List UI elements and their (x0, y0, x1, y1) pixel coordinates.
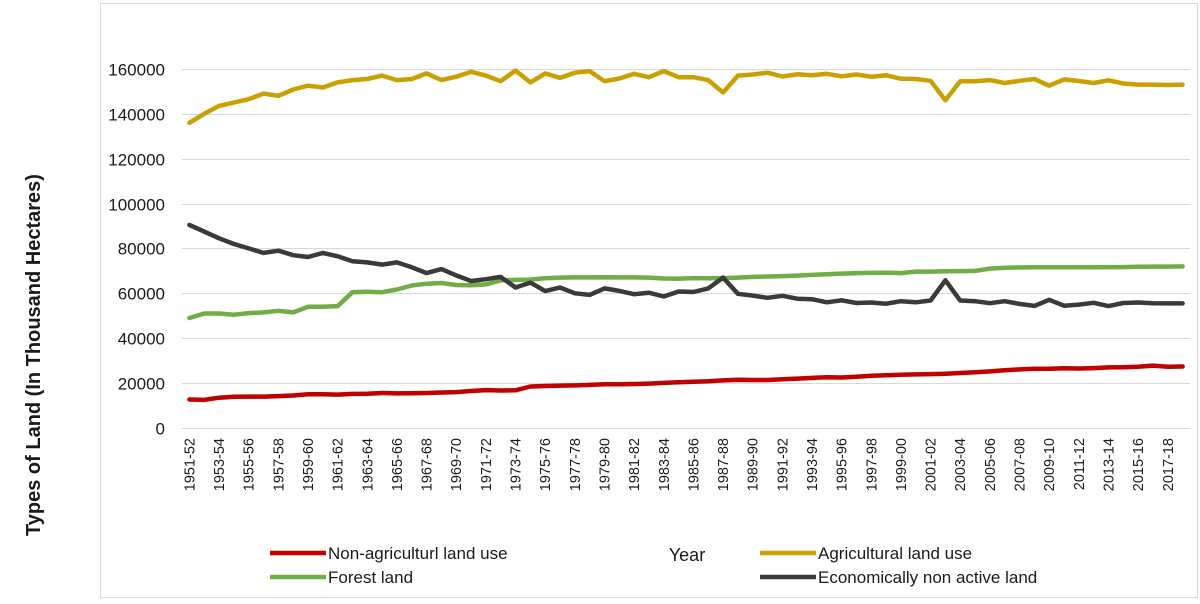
y-tick-label: 120000 (108, 151, 165, 170)
x-tick-label: 1969-70 (449, 438, 465, 491)
legend-label: Non-agriculturl land use (328, 544, 508, 563)
x-tick-label: 2003-04 (953, 438, 969, 491)
x-tick-label: 1971-72 (479, 438, 495, 491)
x-tick-label: 1987-88 (716, 438, 732, 491)
x-tick-label: 1951-52 (182, 438, 198, 491)
x-tick-label: 1965-66 (390, 438, 406, 491)
series-lines (187, 68, 1185, 403)
x-tick-label: 1983-84 (657, 438, 673, 491)
x-tick-label: 2015-16 (1131, 438, 1147, 491)
x-tick-label: 1977-78 (568, 438, 584, 491)
x-tick-label: 1959-60 (301, 438, 317, 491)
x-tick-label: 2001-02 (924, 438, 940, 491)
x-tick-label: 1991-92 (775, 438, 791, 491)
x-tick-label: 2017-18 (1161, 438, 1177, 491)
x-tick-label: 2009-10 (1042, 438, 1058, 491)
y-tick-label: 100000 (108, 196, 165, 215)
x-tick-label: 1995-96 (835, 438, 851, 491)
y-tick-label: 80000 (118, 240, 165, 259)
x-tick-label: 1993-94 (805, 438, 821, 491)
x-tick-label: 1999-00 (894, 438, 910, 491)
x-axis-label: Year (669, 545, 705, 565)
series-line-economically-non-active-land (187, 222, 1185, 309)
legend-label: Agricultural land use (818, 544, 972, 563)
chart-border (100, 3, 1198, 598)
legend-label: Forest land (328, 568, 413, 587)
x-tick-label: 1979-80 (597, 438, 613, 491)
y-tick-label: 40000 (118, 330, 165, 349)
x-tick-label: 1985-86 (686, 438, 702, 491)
y-tick-label: 0 (156, 420, 165, 439)
legend-label: Economically non active land (818, 568, 1037, 587)
gridlines (182, 69, 1190, 429)
y-tick-label: 160000 (108, 61, 165, 80)
x-tick-label: 1961-62 (331, 438, 347, 491)
series-line-non-agriculturl-land-use (187, 363, 1185, 403)
y-axis-label: Types of Land (In Thousand Hectares) (23, 174, 45, 536)
x-tick-label: 2013-14 (1101, 438, 1117, 491)
series-line-agricultural-land-use (187, 68, 1185, 126)
series-line-forest-land (187, 264, 1185, 321)
x-tick-label: 1967-68 (420, 438, 436, 491)
x-tick-label: 1955-56 (242, 438, 258, 491)
x-tick-label: 1989-90 (746, 438, 762, 491)
x-tick-label: 1973-74 (509, 438, 525, 491)
x-tick-label: 1963-64 (360, 438, 376, 491)
x-tick-label: 1997-98 (864, 438, 880, 491)
y-tick-label: 60000 (118, 285, 165, 304)
x-tick-label: 2011-12 (1072, 438, 1088, 490)
legend: Non-agriculturl land use Agricultural lan… (270, 544, 1037, 587)
y-tick-label: 20000 (118, 375, 165, 394)
x-tick-label: 1957-58 (271, 438, 287, 491)
x-tick-label: 1953-54 (212, 438, 228, 491)
x-tick-label: 2005-06 (983, 438, 999, 491)
x-tick-label: 2007-08 (1013, 438, 1029, 491)
x-tick-label: 1975-76 (538, 438, 554, 491)
y-axis-ticks: 0 20000 40000 60000 80000 100000 120000 140000 1… (108, 61, 165, 439)
y-tick-label: 140000 (108, 106, 165, 125)
x-tick-label: 1981-82 (627, 438, 643, 491)
x-axis-ticks: 1951-52 1953-54 1955-56 1957-58 1959-60 1961-… (182, 438, 1176, 491)
